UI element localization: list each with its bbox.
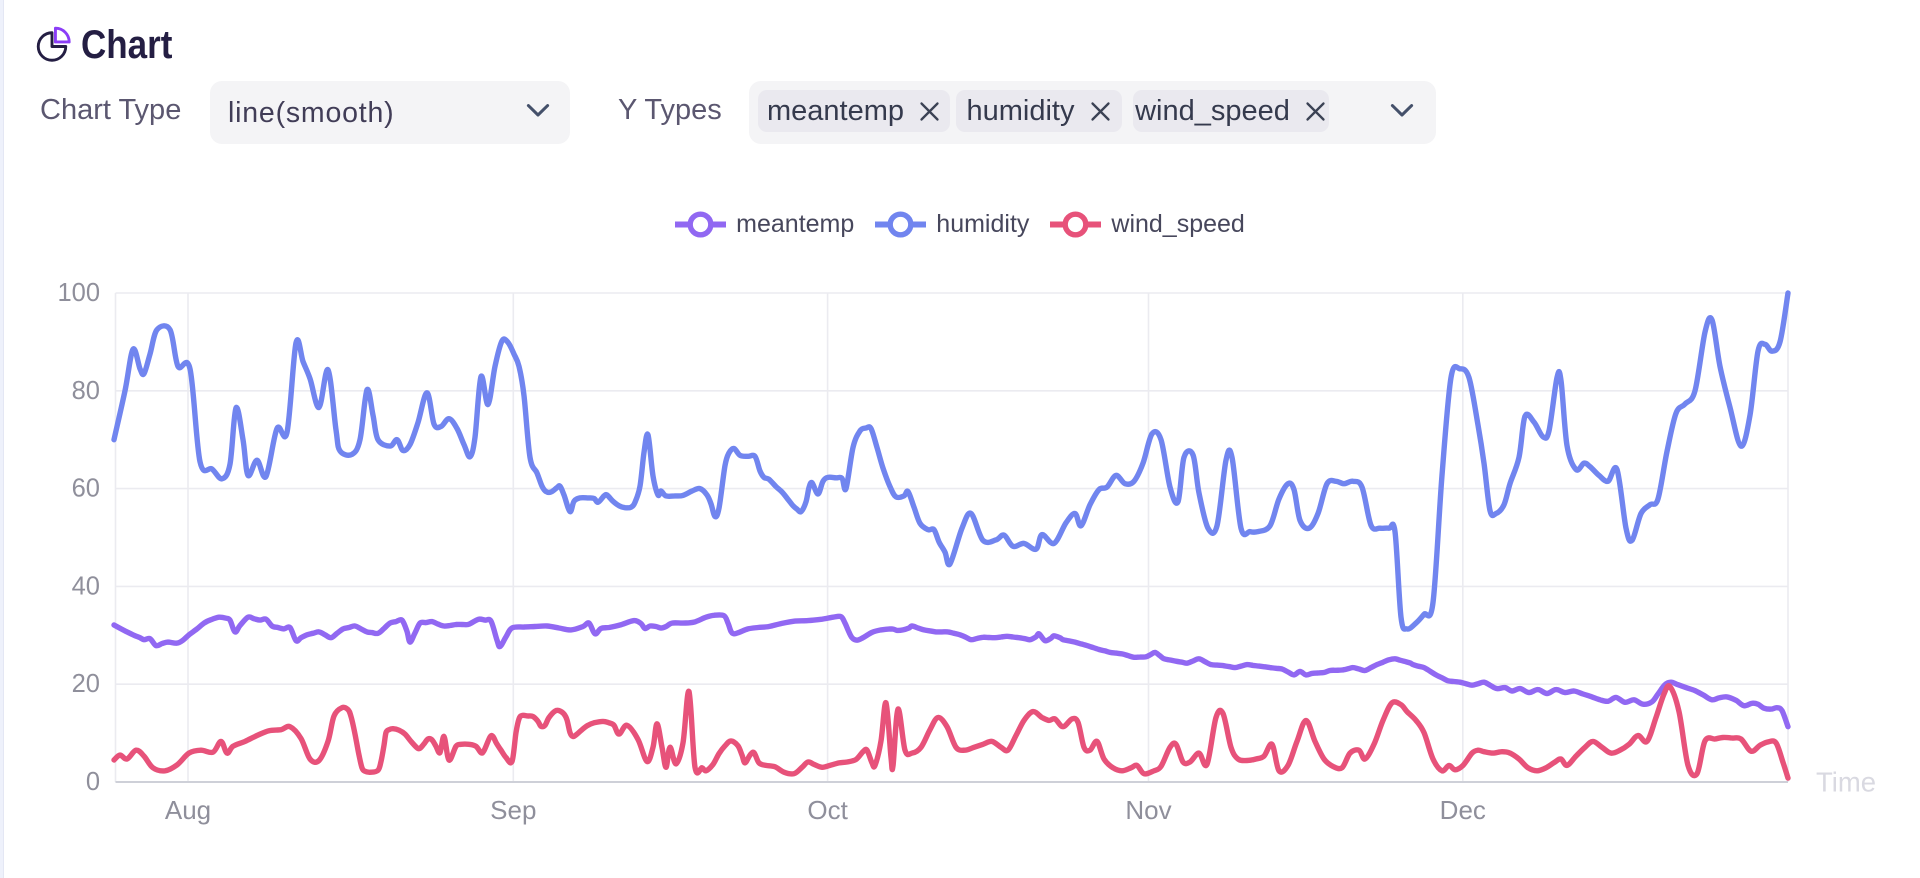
svg-text:80: 80 xyxy=(72,377,100,405)
svg-text:Time: Time xyxy=(1816,767,1876,798)
svg-text:Oct: Oct xyxy=(807,795,848,825)
svg-text:100: 100 xyxy=(57,279,100,307)
svg-text:0: 0 xyxy=(86,768,100,796)
svg-text:Nov: Nov xyxy=(1125,795,1171,825)
svg-text:Sep: Sep xyxy=(490,795,536,825)
svg-text:60: 60 xyxy=(72,475,100,503)
svg-text:Dec: Dec xyxy=(1440,795,1486,825)
svg-text:20: 20 xyxy=(72,670,100,698)
svg-text:Aug: Aug xyxy=(165,795,211,825)
svg-text:40: 40 xyxy=(72,572,100,600)
